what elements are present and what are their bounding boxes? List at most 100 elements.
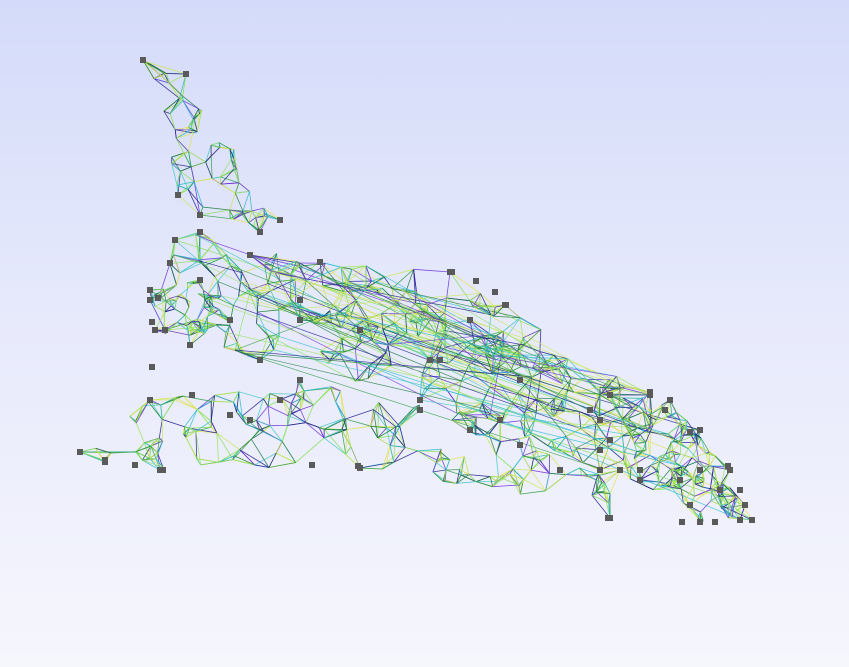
vertex-marker[interactable]	[607, 392, 613, 398]
wireframe-edge	[254, 452, 277, 466]
vertex-marker[interactable]	[297, 377, 303, 383]
wireframe-edge	[622, 407, 633, 420]
vertex-marker[interactable]	[309, 462, 315, 468]
wireframe-edge	[214, 265, 231, 278]
vertex-marker[interactable]	[227, 317, 233, 323]
vertex-marker[interactable]	[637, 477, 643, 483]
vertex-marker[interactable]	[725, 463, 731, 469]
vertex-marker[interactable]	[687, 429, 693, 435]
wireframe-edge	[348, 305, 351, 317]
vertex-marker[interactable]	[149, 319, 155, 325]
vertex-marker[interactable]	[637, 467, 643, 473]
vertex-marker[interactable]	[517, 442, 523, 448]
vertex-marker[interactable]	[687, 502, 693, 508]
vertex-marker[interactable]	[737, 487, 743, 493]
vertex-marker[interactable]	[737, 517, 743, 523]
vertex-marker[interactable]	[503, 302, 509, 308]
vertex-marker[interactable]	[677, 477, 683, 483]
vertex-marker[interactable]	[517, 377, 523, 383]
vertex-marker[interactable]	[160, 467, 166, 473]
wireframe-edge	[674, 441, 689, 450]
vertex-marker[interactable]	[175, 192, 181, 198]
vertex-marker[interactable]	[717, 487, 723, 493]
vertex-marker[interactable]	[697, 467, 703, 473]
vertex-marker[interactable]	[467, 427, 473, 433]
vertex-marker[interactable]	[227, 412, 233, 418]
vertex-marker[interactable]	[147, 297, 153, 303]
vertex-marker[interactable]	[140, 57, 146, 63]
wireframe-edge	[256, 405, 269, 421]
vertex-marker[interactable]	[247, 417, 253, 423]
wireframe-edge	[350, 316, 487, 356]
vertex-marker[interactable]	[437, 357, 443, 363]
vertex-marker[interactable]	[187, 342, 193, 348]
vertex-marker[interactable]	[149, 364, 155, 370]
vertex-marker[interactable]	[77, 449, 83, 455]
vertex-marker[interactable]	[132, 462, 138, 468]
vertex-marker[interactable]	[147, 397, 153, 403]
vertex-marker[interactable]	[697, 519, 703, 525]
vertex-marker[interactable]	[449, 269, 455, 275]
wireframe-edge	[628, 418, 638, 429]
vertex-marker[interactable]	[355, 463, 361, 469]
vertex-marker[interactable]	[557, 467, 563, 473]
vertex-marker[interactable]	[617, 467, 623, 473]
vertex-marker[interactable]	[257, 357, 263, 363]
vertex-marker[interactable]	[155, 295, 161, 301]
vertex-marker[interactable]	[667, 397, 673, 403]
vertex-marker[interactable]	[297, 297, 303, 303]
vertex-marker[interactable]	[102, 457, 108, 463]
vertex-marker[interactable]	[257, 229, 263, 235]
vertex-marker[interactable]	[597, 447, 603, 453]
vertex-marker[interactable]	[697, 427, 703, 433]
vertex-marker[interactable]	[679, 519, 685, 525]
wireframe-edge	[550, 408, 565, 412]
wireframe-edge	[196, 114, 201, 132]
vertex-marker[interactable]	[597, 417, 603, 423]
vertex-marker[interactable]	[417, 397, 423, 403]
vertex-marker[interactable]	[605, 515, 611, 521]
vertex-marker[interactable]	[189, 392, 195, 398]
vertex-marker[interactable]	[473, 278, 479, 284]
vertex-marker[interactable]	[467, 317, 473, 323]
vertex-marker[interactable]	[417, 407, 423, 413]
vertex-marker[interactable]	[277, 217, 283, 223]
vertex-marker[interactable]	[597, 467, 603, 473]
vertex-marker[interactable]	[497, 417, 503, 423]
vertex-marker[interactable]	[427, 357, 433, 363]
wireframe-edge	[394, 323, 408, 334]
vertex-marker[interactable]	[727, 467, 733, 473]
vertex-marker[interactable]	[587, 407, 593, 413]
vertex-marker[interactable]	[147, 287, 153, 293]
vertex-marker[interactable]	[647, 389, 653, 395]
vertex-marker[interactable]	[197, 277, 203, 283]
wireframe-edge	[173, 254, 181, 274]
vertex-marker[interactable]	[662, 407, 668, 413]
vertex-marker[interactable]	[152, 327, 158, 333]
wireframe-edge	[165, 298, 170, 302]
vertex-marker[interactable]	[277, 397, 283, 403]
vertex-marker[interactable]	[167, 260, 173, 266]
vertex-marker[interactable]	[492, 289, 498, 295]
wireframe-edge	[522, 455, 532, 471]
vertex-marker[interactable]	[357, 327, 363, 333]
wireframe-edge	[459, 469, 470, 476]
wireframe-edge	[274, 272, 291, 300]
vertex-marker[interactable]	[297, 317, 303, 323]
vertex-marker[interactable]	[712, 519, 718, 525]
vertex-marker[interactable]	[247, 252, 253, 258]
vertex-marker[interactable]	[317, 259, 323, 265]
vertex-marker[interactable]	[742, 502, 748, 508]
wireframe-edge	[386, 447, 406, 464]
wireframe-edge	[703, 487, 713, 490]
vertex-marker[interactable]	[183, 71, 189, 77]
vertex-marker[interactable]	[197, 212, 203, 218]
vertex-marker[interactable]	[197, 229, 203, 235]
vertex-marker[interactable]	[607, 437, 613, 443]
vertex-marker[interactable]	[172, 237, 178, 243]
wireframe-edge	[680, 469, 685, 477]
wireframe-edge	[566, 474, 589, 477]
vertex-marker[interactable]	[162, 327, 168, 333]
vertex-marker[interactable]	[749, 517, 755, 523]
